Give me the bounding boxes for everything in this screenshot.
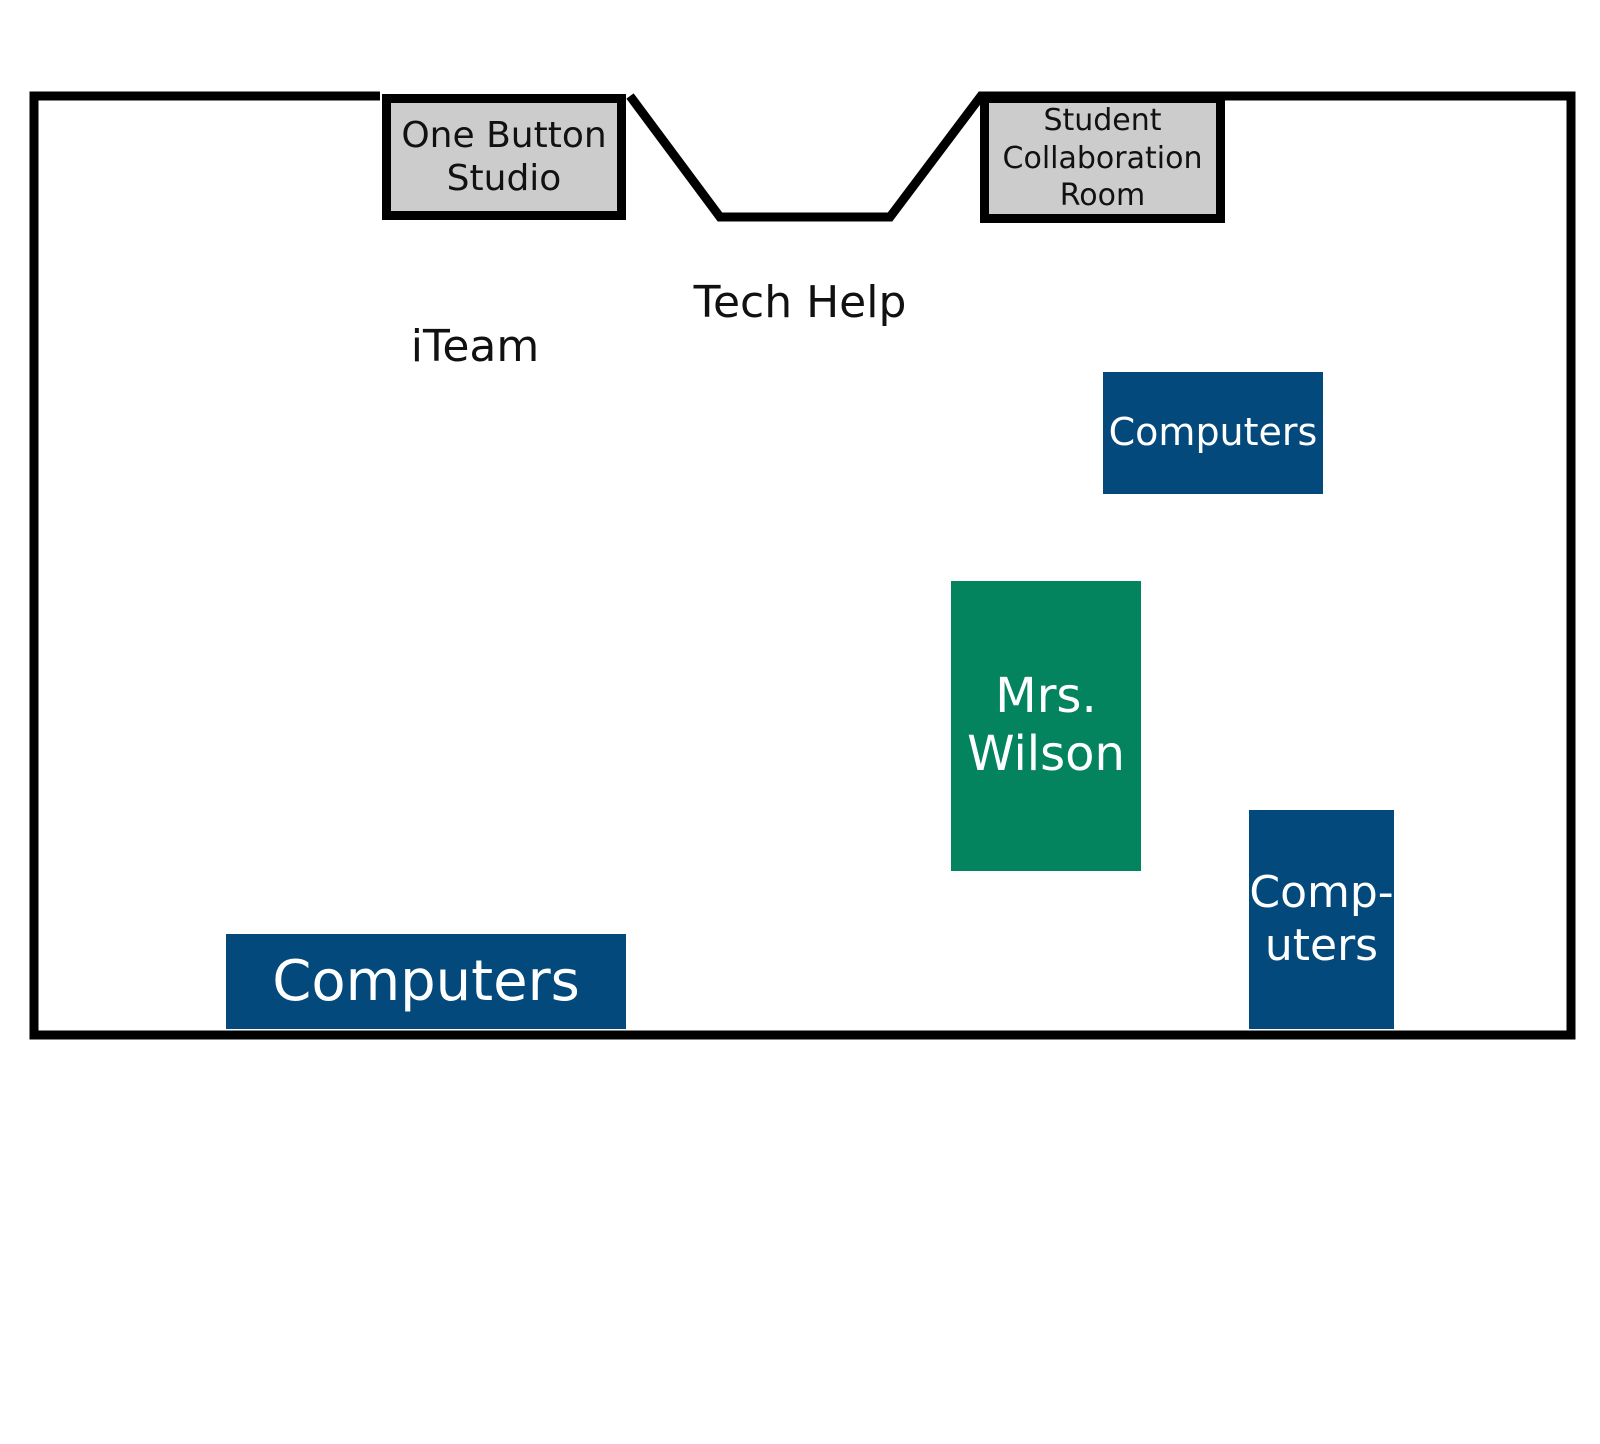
student-collaboration-room: Student Collaboration Room <box>980 94 1225 223</box>
mrs-wilson-label: Mrs. Wilson <box>967 668 1125 782</box>
computers-bottom-left: Computers <box>226 934 626 1029</box>
computers-bottom-right-label: Comp- uters <box>1249 866 1394 971</box>
computers-bottom-right: Comp- uters <box>1249 810 1394 1029</box>
one-button-studio-room: One Button Studio <box>382 94 626 220</box>
iteam-label: iTeam <box>410 321 540 372</box>
tech-help-label: Tech Help <box>693 277 907 328</box>
mrs-wilson-desk: Mrs. Wilson <box>951 581 1141 871</box>
one-button-studio-label: One Button Studio <box>401 114 607 199</box>
student-collaboration-room-label: Student Collaboration Room <box>1002 103 1203 214</box>
outer-wall <box>29 91 1576 1040</box>
computers-top-right: Computers <box>1103 372 1323 494</box>
computers-bottom-left-label: Computers <box>272 948 580 1014</box>
computers-top-right-label: Computers <box>1108 410 1318 455</box>
